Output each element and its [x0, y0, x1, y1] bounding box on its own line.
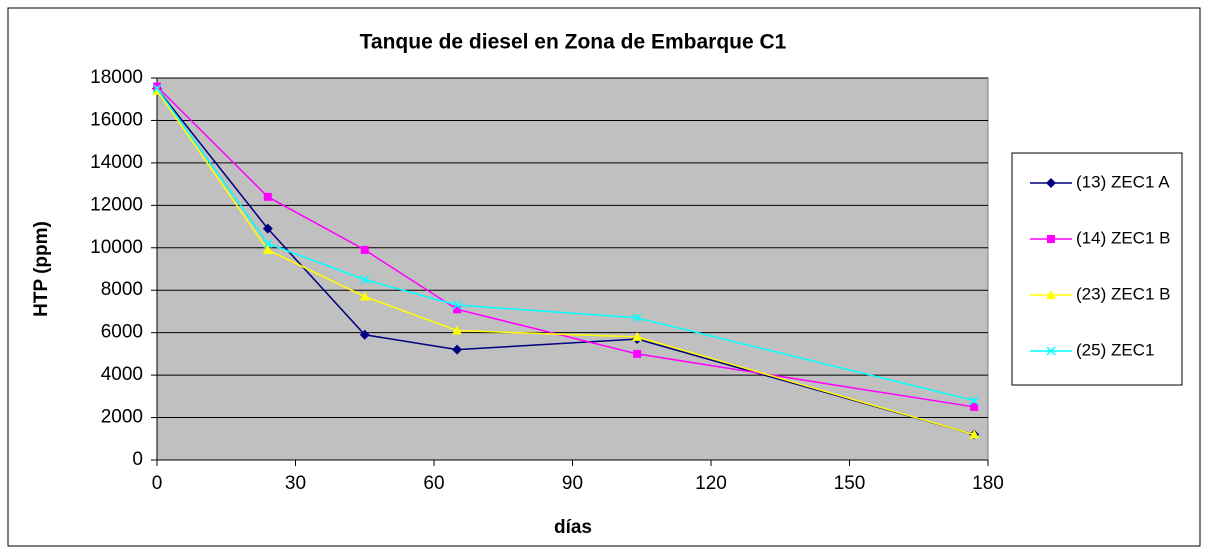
x-tick-label: 120	[695, 473, 727, 494]
marker	[452, 344, 463, 355]
marker	[152, 84, 162, 94]
y-tick-label: 6000	[101, 322, 143, 343]
legend-box	[1011, 152, 1183, 386]
marker	[263, 192, 272, 201]
x-tick-label: 30	[285, 473, 306, 494]
x-tick-label: 60	[423, 473, 444, 494]
x-tick-label: 0	[152, 473, 163, 494]
y-tick-label: 18000	[90, 67, 143, 88]
series-line	[156, 88, 975, 436]
y-tick-label: 10000	[90, 237, 143, 258]
marker	[360, 275, 370, 285]
legend-marker	[1047, 235, 1055, 243]
x-axis-label: días	[554, 517, 592, 538]
marker	[632, 331, 643, 341]
series-line	[156, 85, 975, 408]
legend-label: (23) ZEC1 B	[1076, 284, 1170, 303]
x-tick-label: 150	[834, 473, 866, 494]
marker	[452, 300, 462, 310]
x-tick-label: 90	[562, 473, 583, 494]
marker	[453, 305, 462, 314]
legend-label: (14) ZEC1 B	[1076, 228, 1170, 247]
series-line	[156, 88, 975, 402]
marker	[632, 313, 642, 323]
y-axis-label: HTP (ppm)	[31, 221, 52, 317]
marker	[263, 239, 273, 249]
y-tick-label: 14000	[90, 152, 143, 173]
legend-marker	[1046, 178, 1056, 188]
marker	[633, 349, 642, 358]
legend-label: (13) ZEC1 A	[1076, 172, 1170, 191]
y-tick-label: 8000	[101, 279, 143, 300]
legend-marker	[1046, 290, 1056, 299]
marker	[262, 223, 273, 234]
marker	[359, 291, 370, 301]
marker	[452, 325, 463, 335]
y-tick-label: 16000	[90, 109, 143, 130]
marker	[969, 396, 979, 406]
series-line	[156, 90, 975, 436]
x-tick-label: 180	[972, 473, 1004, 494]
y-tick-label: 0	[132, 449, 143, 470]
marker	[262, 244, 273, 254]
y-tick-label: 4000	[101, 364, 143, 385]
y-tick-label: 2000	[101, 407, 143, 428]
chart-title: Tanque de diesel en Zona de Embarque C1	[360, 31, 787, 54]
marker	[970, 402, 979, 411]
marker	[969, 429, 980, 439]
legend-label: (25) ZEC1	[1076, 340, 1154, 359]
y-tick-label: 12000	[90, 194, 143, 215]
marker	[360, 245, 369, 254]
marker	[359, 329, 370, 340]
legend-marker	[1046, 346, 1056, 356]
